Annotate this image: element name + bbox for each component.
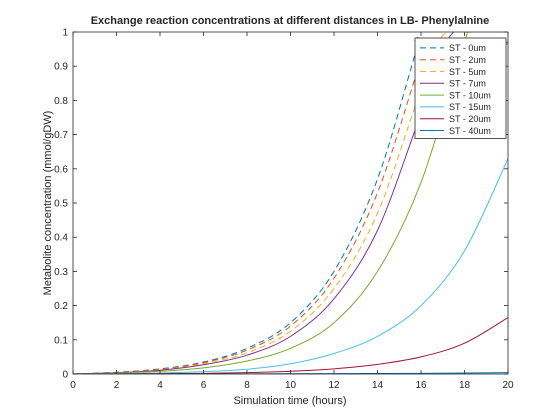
legend-entry: ST - 7um <box>449 79 486 89</box>
y-tick-label: 0.4 <box>54 233 68 244</box>
y-tick-label: 0.8 <box>54 96 68 107</box>
x-tick-label: 2 <box>114 380 120 391</box>
legend-entry: ST - 0um <box>449 43 486 53</box>
y-axis-label: Metabolite concentration (mmol/gDW) <box>42 111 54 296</box>
y-tick-label: 0 <box>62 370 68 381</box>
y-tick-label: 0.9 <box>54 62 68 73</box>
x-axis-label: Simulation time (hours) <box>233 395 346 407</box>
y-tick-label: 0.2 <box>54 301 68 312</box>
legend-box <box>414 37 507 139</box>
x-tick-label: 12 <box>328 380 340 391</box>
legend-entry: ST - 5um <box>449 67 486 77</box>
series-line-6 <box>73 158 508 374</box>
legend-entry: ST - 15um <box>449 102 491 112</box>
y-tick-label: 0.7 <box>54 130 68 141</box>
x-tick-label: 10 <box>285 380 297 391</box>
y-tick-label: 0.3 <box>54 267 68 278</box>
x-tick-label: 8 <box>244 380 250 391</box>
legend-entry: ST - 20um <box>449 114 491 124</box>
x-tick-label: 16 <box>415 380 427 391</box>
series-line-7 <box>73 317 508 374</box>
x-tick-label: 4 <box>157 380 163 391</box>
x-tick-label: 20 <box>502 380 514 391</box>
legend-entry: ST - 40um <box>449 126 491 136</box>
x-tick-label: 0 <box>70 380 76 391</box>
y-tick-label: 1 <box>62 28 68 39</box>
y-tick-label: 0.6 <box>54 164 68 175</box>
x-axis: 0 2 4 6 8 10 12 14 16 18 20 <box>70 32 514 391</box>
x-tick-label: 14 <box>372 380 384 391</box>
y-tick-label: 0.1 <box>54 335 68 346</box>
x-tick-label: 18 <box>459 380 471 391</box>
x-tick-label: 6 <box>201 380 207 391</box>
chart-title: Exchange reaction concentrations at diff… <box>91 15 490 27</box>
y-tick-label: 0.5 <box>54 199 68 210</box>
legend-entry: ST - 10um <box>449 90 491 100</box>
y-axis: 0 0.1 0.2 0.3 0.4 0.5 0.6 0.7 0.8 0.9 1 <box>54 28 508 381</box>
legend-entry: ST - 2um <box>449 55 486 65</box>
